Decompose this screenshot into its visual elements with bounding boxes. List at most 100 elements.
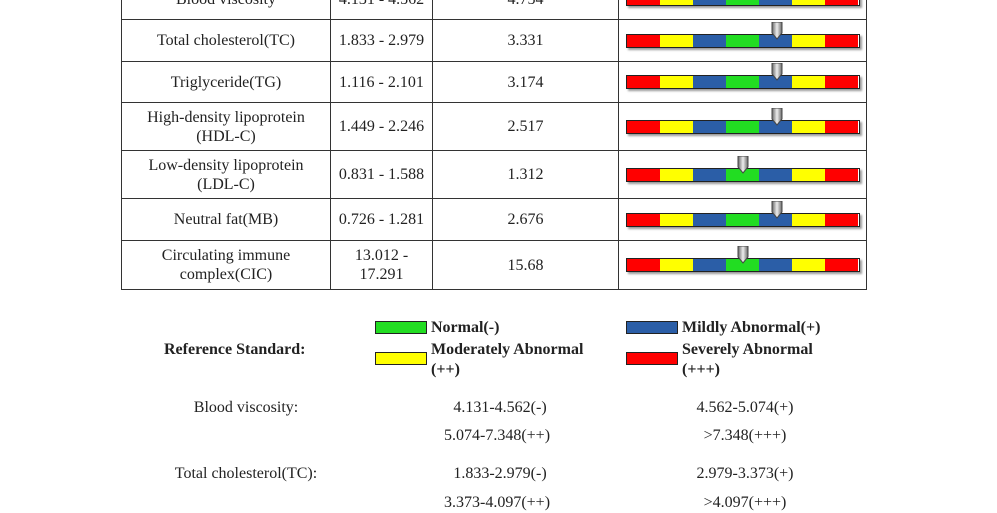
ref-severe: >7.348(+++) [703, 427, 787, 444]
measured-value: 2.676 [432, 198, 619, 241]
table-row: Circulating immune complex(CIC) 13.012 -… [121, 240, 867, 290]
bar-segment [659, 213, 693, 226]
normal-range: 1.449 - 2.246 [330, 102, 433, 151]
measured-value: 3.174 [432, 61, 619, 103]
bar-segment [792, 168, 826, 181]
indicator-cell [618, 240, 867, 290]
bar-segment [626, 259, 660, 271]
ref-mild: 4.562-5.074(+) [696, 399, 794, 416]
normal-swatch [375, 321, 427, 334]
legend-severe: Severely Abnormal (+++) [682, 341, 813, 378]
bar-segment [659, 0, 693, 5]
ref-severe: >4.097(+++) [703, 494, 787, 511]
bar-segment [825, 76, 859, 88]
bar-segment [692, 259, 726, 271]
item-name: Blood viscosity [121, 0, 331, 20]
measured-value: 4.754 [432, 0, 619, 20]
bar-segment [692, 120, 726, 133]
bar-segment [725, 34, 760, 47]
measured-value: 2.517 [432, 102, 619, 151]
ref-mild: 2.979-3.373(+) [696, 465, 794, 482]
bar-segment [759, 259, 793, 271]
legend-moderate: Moderately Abnormal (++) [431, 341, 584, 378]
legend-mild: Mildly Abnormal(+) [682, 319, 821, 336]
indicator-cell [618, 150, 867, 199]
bar-segment [725, 120, 760, 133]
marker-icon [737, 246, 748, 264]
severe-swatch [626, 352, 678, 365]
bar-segment [792, 213, 826, 226]
bar-segment [725, 168, 760, 181]
bar-segment [692, 213, 726, 226]
bar-segment [725, 0, 760, 5]
bar-segment [792, 34, 826, 47]
measured-value: 15.68 [432, 240, 619, 290]
bar-segment [725, 76, 760, 88]
bar-segment [759, 168, 793, 181]
bar-segment [626, 0, 660, 5]
normal-range: 0.831 - 1.588 [330, 150, 433, 199]
item-name: Triglyceride(TG) [121, 61, 331, 103]
reference-standard-title: Reference Standard: [164, 341, 306, 358]
item-name: Total cholesterol(TC) [121, 19, 331, 62]
normal-range: 13.012 - 17.291 [330, 240, 433, 290]
bar-segment [659, 168, 693, 181]
severity-bar [625, 0, 860, 6]
marker-icon [771, 21, 783, 40]
item-name: Neutral fat(MB) [121, 198, 331, 241]
severity-bar [625, 107, 860, 134]
bar-segment [692, 168, 726, 181]
severity-bar [625, 63, 860, 89]
marker-icon [737, 155, 748, 174]
ref-label: Total cholesterol(TC): [174, 465, 318, 482]
bar-segment [792, 120, 826, 133]
severity-bar [625, 21, 860, 48]
bar-segment [792, 259, 826, 271]
measured-value: 3.331 [432, 19, 619, 62]
item-name: Circulating immune complex(CIC) [121, 240, 331, 290]
bar-segment [825, 120, 859, 133]
table-row: Low-density lipoprotein (LDL-C) 0.831 - … [121, 150, 867, 199]
bar-segment [659, 34, 693, 47]
severity-bar [625, 246, 860, 272]
normal-range: 1.833 - 2.979 [330, 19, 433, 62]
normal-range: 4.131 - 4.562 [330, 0, 433, 20]
bar-segment [792, 0, 826, 5]
mild-swatch [626, 321, 678, 334]
table-row: Neutral fat(MB) 0.726 - 1.281 2.676 [121, 198, 867, 241]
indicator-cell [618, 0, 867, 20]
ref-label: Blood viscosity: [193, 399, 299, 416]
bar-segment [626, 168, 660, 181]
bar-segment [792, 76, 826, 88]
indicator-cell [618, 198, 867, 241]
bar-segment [692, 34, 726, 47]
bar-segment [659, 120, 693, 133]
marker-icon [771, 200, 783, 219]
bar-segment [825, 34, 859, 47]
table-row: Blood viscosity 4.131 - 4.562 4.754 [121, 0, 867, 20]
bar-segment [759, 213, 793, 226]
table-row: Total cholesterol(TC) 1.833 - 2.979 3.33… [121, 19, 867, 62]
indicator-cell [618, 102, 867, 151]
bar-segment [825, 168, 859, 181]
table-row: Triglyceride(TG) 1.116 - 2.101 3.174 [121, 61, 867, 103]
moderate-swatch [375, 352, 427, 365]
results-table: Blood viscosity 4.131 - 4.562 4.754 Tota… [121, 0, 867, 290]
bar-segment [759, 76, 793, 88]
ref-normal: 1.833-2.979(-) [453, 465, 547, 482]
normal-range: 1.116 - 2.101 [330, 61, 433, 103]
bar-segment [825, 213, 859, 226]
bar-segment [825, 259, 859, 271]
bar-segment [626, 34, 660, 47]
marker-icon [771, 107, 783, 126]
bar-segment [692, 0, 726, 5]
severity-bar [625, 155, 860, 182]
bar-segment [825, 0, 859, 5]
bar-segment [626, 213, 660, 226]
normal-range: 0.726 - 1.281 [330, 198, 433, 241]
ref-moderate: 5.074-7.348(++) [443, 427, 551, 444]
table-row: High-density lipoprotein (HDL-C) 1.449 -… [121, 102, 867, 151]
bar-segment [725, 213, 760, 226]
item-name: High-density lipoprotein (HDL-C) [121, 102, 331, 151]
bar-segment [626, 120, 660, 133]
